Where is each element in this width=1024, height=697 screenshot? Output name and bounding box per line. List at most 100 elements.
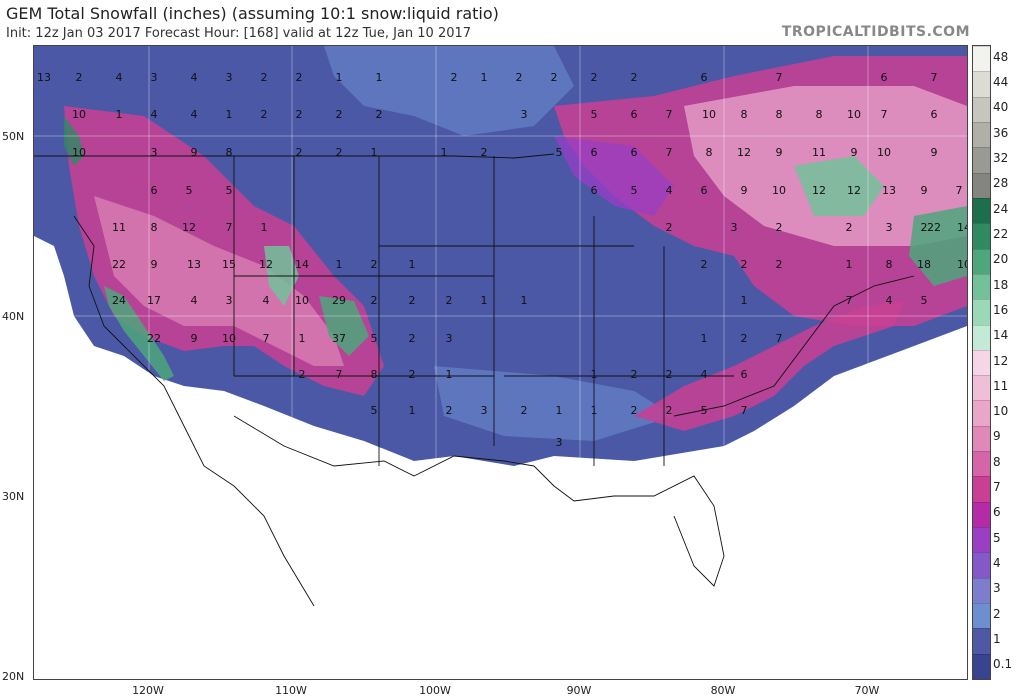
snowfall-amount-label: 1 xyxy=(481,294,488,307)
colorbar-swatch xyxy=(973,603,990,629)
snowfall-amount-label: 2 xyxy=(409,368,416,381)
snowfall-amount-label: 4 xyxy=(263,294,270,307)
snowfall-amount-label: 2 xyxy=(741,332,748,345)
snowfall-amount-label: 9 xyxy=(921,184,928,197)
colorbar-label: 48 xyxy=(993,49,1009,64)
snowfall-amount-label: 2 xyxy=(776,221,783,234)
snowfall-amount-label: 7 xyxy=(666,108,673,121)
colorbar-swatch xyxy=(973,653,990,679)
colorbar-swatch xyxy=(973,248,990,274)
colorbar-label: 32 xyxy=(993,150,1009,165)
lon-label-100w: 100W xyxy=(419,684,451,697)
colorbar-swatch xyxy=(973,527,990,553)
snowfall-amount-label: 4 xyxy=(191,71,198,84)
colorbar-label: 10 xyxy=(993,404,1009,419)
colorbar-label: 6 xyxy=(993,505,1001,520)
colorbar-swatch xyxy=(973,552,990,578)
snowfall-amount-label: 2 xyxy=(631,368,638,381)
snowfall-amount-label: 13 xyxy=(187,258,201,271)
snowfall-amount-label: 2 xyxy=(701,258,708,271)
snowfall-amount-label: 10 xyxy=(72,108,86,121)
snowfall-amount-label: 2 xyxy=(776,258,783,271)
snowfall-amount-label: 22 xyxy=(112,258,126,271)
colorbar-swatch xyxy=(973,425,990,452)
snowfall-amount-label: 2 xyxy=(261,108,268,121)
snowfall-amount-label: 2 xyxy=(376,108,383,121)
snowfall-amount-label: 7 xyxy=(956,184,963,197)
amount-labels: 13 2 4 3 4 3 2 2 1 1 2 1 2 2 2 2 6 7 6 710 1 4 4 1 2 2 2 2 3 5 6 7 10 8 8 8… xyxy=(37,71,967,449)
snowfall-map: 13 2 4 3 4 3 2 2 1 1 2 1 2 2 2 2 6 7 6 7 10 1 4 4 1 2 2 2 2 3 5 6 7 10 8 8 8… xyxy=(33,45,968,680)
snowfall-amount-label: 3 xyxy=(886,221,893,234)
snowfall-amount-label: 3 xyxy=(446,332,453,345)
snowfall-amount-label: 2 xyxy=(631,404,638,417)
colorbar-label: 8 xyxy=(993,454,1001,469)
colorbar-swatch xyxy=(973,172,990,198)
snowfall-amount-label: 2 xyxy=(846,221,853,234)
snowfall-amount-label: 2 xyxy=(336,108,343,121)
snowfall-amount-label: 2 xyxy=(741,258,748,271)
snowfall-amount-label: 6 xyxy=(151,184,158,197)
snowfall-amount-label: 1 xyxy=(409,258,416,271)
colorbar-swatch xyxy=(973,147,990,173)
snowfall-amount-label: 12 xyxy=(259,258,273,271)
snowfall-amount-label: 2 xyxy=(551,71,558,84)
snowfall-amount-label: 4 xyxy=(666,184,673,197)
snowfall-amount-label: 2 xyxy=(296,71,303,84)
snowfall-amount-label: 7 xyxy=(846,294,853,307)
snowfall-amount-label: 2 xyxy=(521,404,528,417)
colorbar-label: 5 xyxy=(993,530,1001,545)
colorbar xyxy=(972,45,991,680)
snowfall-amount-label: 7 xyxy=(741,404,748,417)
snowfall-amount-label: 3 xyxy=(151,71,158,84)
colorbar-label: 40 xyxy=(993,100,1009,115)
snowfall-amount-label: 9 xyxy=(851,146,858,159)
colorbar-swatch xyxy=(973,324,990,350)
snowfall-amount-label: 9 xyxy=(931,146,938,159)
snow-sierra-green xyxy=(104,286,174,381)
brand-watermark: TROPICALTIDBITS.COM xyxy=(781,24,970,40)
snowfall-amount-label: 1 xyxy=(376,71,383,84)
snowfall-amount-label: 1 xyxy=(299,332,306,345)
colorbar-label: 12 xyxy=(993,353,1009,368)
lon-label-80w: 80W xyxy=(710,684,736,697)
snowfall-amount-label: 2 xyxy=(666,368,673,381)
snowfall-amount-label: 2 xyxy=(371,294,378,307)
snow-southeast-band xyxy=(634,301,904,431)
snowfall-amount-label: 1 xyxy=(481,71,488,84)
snowfall-amount-label: 2 xyxy=(451,71,458,84)
snowfall-amount-label: 7 xyxy=(776,71,783,84)
snow-field-light xyxy=(324,46,574,136)
snowfall-amount-label: 2 xyxy=(261,71,268,84)
snowfall-amount-label: 2 xyxy=(409,294,416,307)
colorbar-label: 28 xyxy=(993,176,1009,191)
colorbar-swatch xyxy=(973,46,990,72)
snowfall-amount-label: 1 xyxy=(701,332,708,345)
snowfall-amount-label: 2 xyxy=(666,404,673,417)
snowfall-amount-label: 5 xyxy=(186,184,193,197)
snowfall-amount-label: 8 xyxy=(151,221,158,234)
snowfall-amount-label: 9 xyxy=(741,184,748,197)
snowfall-amount-label: 10 xyxy=(295,294,309,307)
colorbar-swatch xyxy=(973,628,990,654)
snowfall-amount-label: 7 xyxy=(263,332,270,345)
colorbar-label: 1 xyxy=(993,632,1001,647)
colorbar-swatch xyxy=(973,577,990,604)
snow-cascade-green xyxy=(64,116,84,166)
colorbar-swatch xyxy=(973,273,990,300)
snowfall-amount-label: 1 xyxy=(591,404,598,417)
snowfall-amount-label: 10 xyxy=(957,258,967,271)
snowfall-amount-label: 9 xyxy=(191,146,198,159)
snowfall-amount-label: 2 xyxy=(666,221,673,234)
boundaries xyxy=(34,153,915,607)
colorbar-label: 0.1 xyxy=(993,657,1013,672)
snowfall-amount-label: 2 xyxy=(516,71,523,84)
colorbar-label: 22 xyxy=(993,226,1009,241)
chart-header: GEM Total Snowfall (inches) (assuming 10… xyxy=(0,0,1024,46)
snowfall-amount-label: 11 xyxy=(112,221,126,234)
snowfall-amount-label: 6 xyxy=(591,184,598,197)
snowfall-amount-label: 3 xyxy=(226,294,233,307)
snowfall-amount-label: 13 xyxy=(882,184,896,197)
snowfall-amount-label: 2 xyxy=(336,146,343,159)
snowfall-amount-label: 2 xyxy=(299,368,306,381)
snowfall-amount-label: 12 xyxy=(812,184,826,197)
